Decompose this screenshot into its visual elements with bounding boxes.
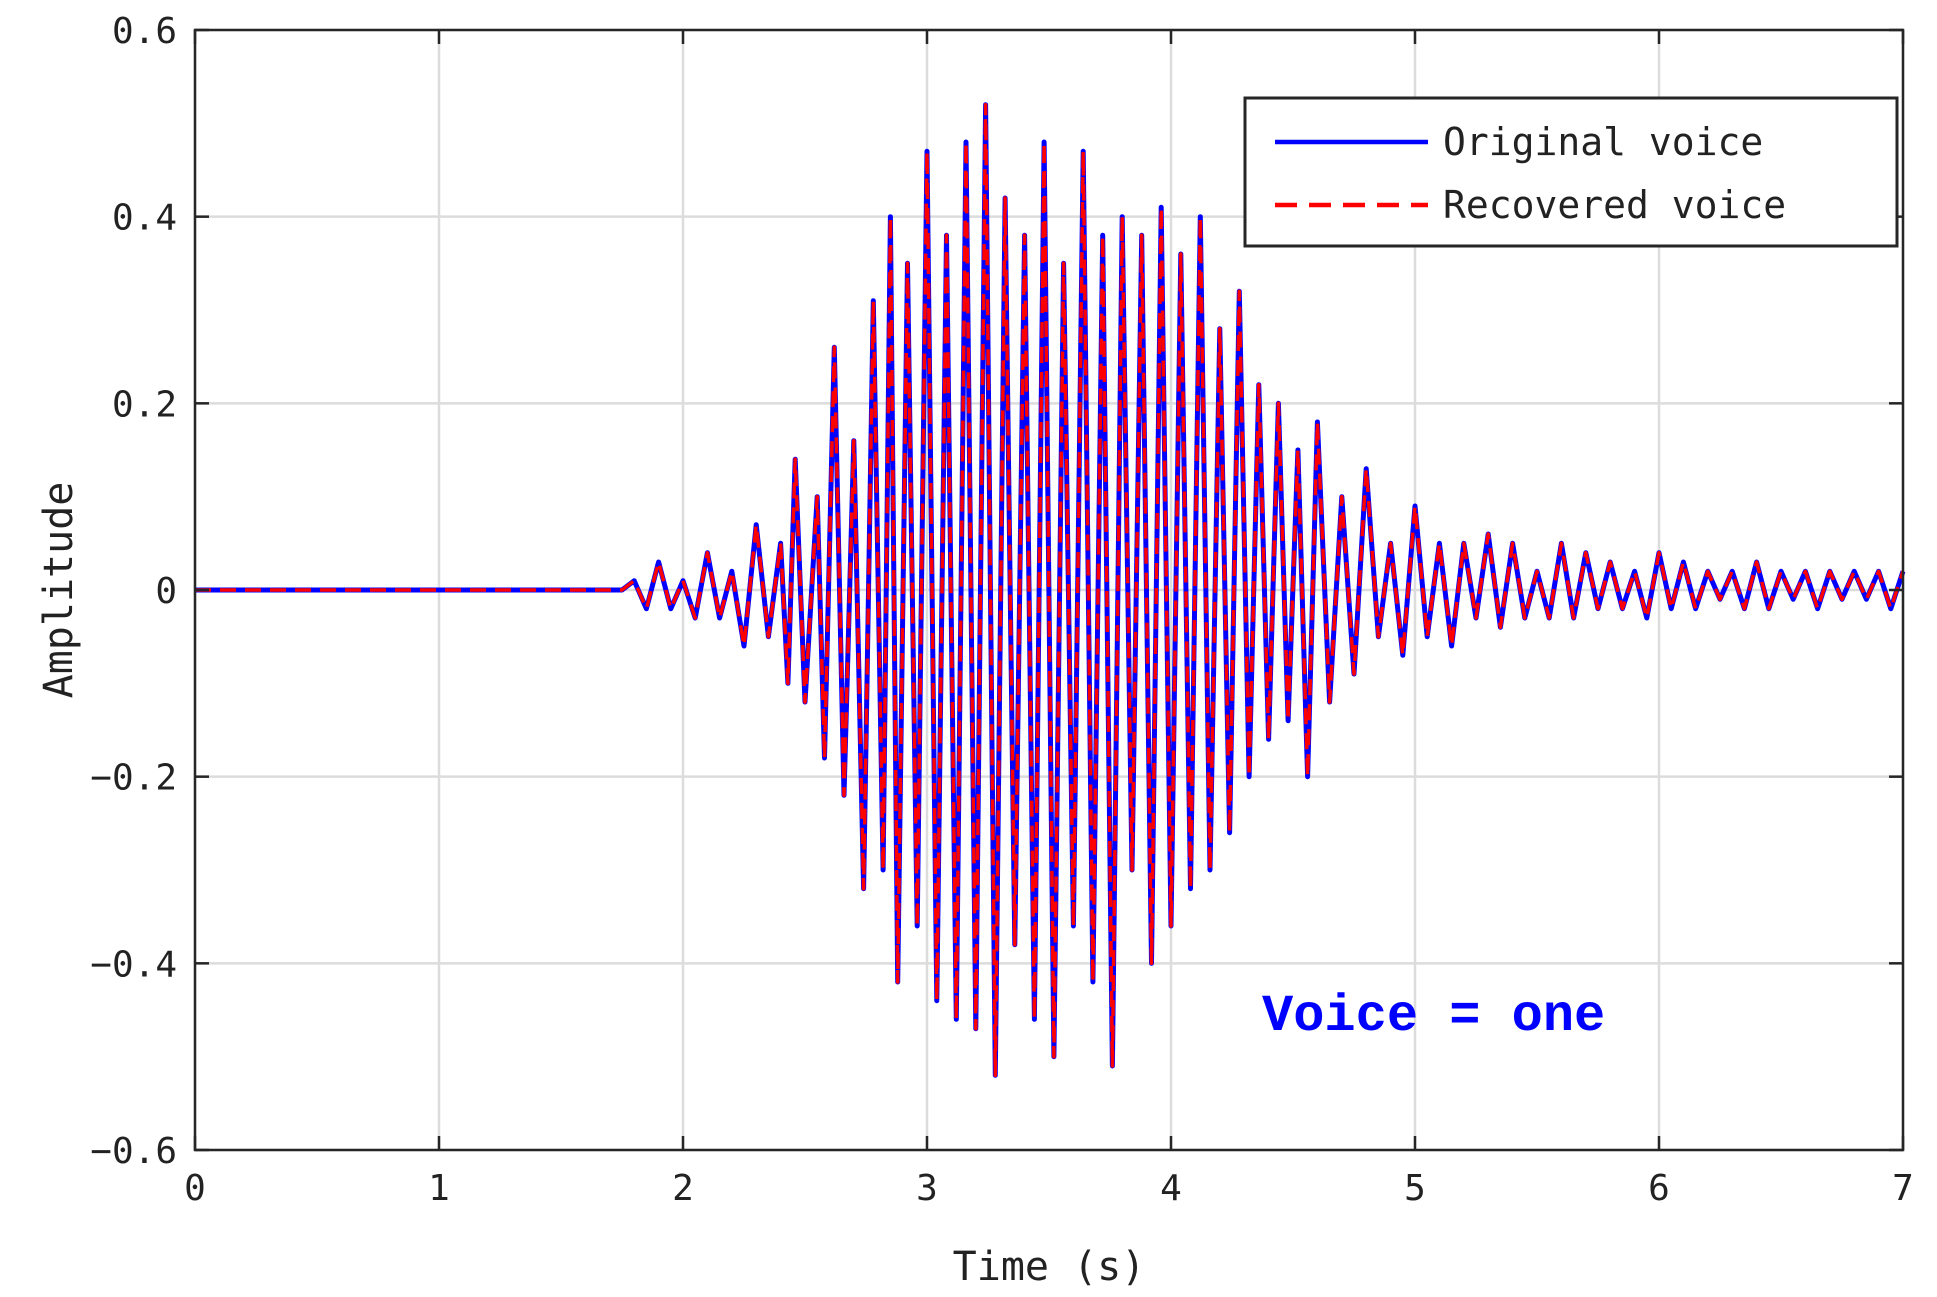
- ticks: [193, 28, 1905, 1152]
- legend: Original voice Recovered voice: [1243, 96, 1899, 248]
- y-tick-label: 0.2: [112, 384, 177, 425]
- x-tick-label: 6: [1648, 1168, 1670, 1209]
- y-tick-label: 0.4: [112, 198, 177, 239]
- y-tick-label: 0.6: [112, 11, 177, 52]
- y-axis-title: Amplitude: [36, 482, 82, 699]
- x-tick-label: 1: [428, 1168, 450, 1209]
- tick-labels: 0 1 2 3 4 5 6 7 −0.6 −0.4 −0.2 0 0.2 0.4 0.6: [90, 11, 1914, 1209]
- legend-label-recovered: Recovered voice: [1443, 183, 1786, 227]
- legend-label-original: Original voice: [1443, 120, 1763, 164]
- x-tick-label: 2: [672, 1168, 694, 1209]
- x-axis-title: Time (s): [953, 1244, 1146, 1290]
- series-layer: [195, 102, 1906, 1078]
- voice-annotation: Voice = one: [1262, 987, 1605, 1046]
- x-tick-label: 0: [184, 1168, 206, 1209]
- x-tick-label: 7: [1892, 1168, 1914, 1209]
- x-tick-label: 3: [916, 1168, 938, 1209]
- y-tick-label: −0.2: [90, 758, 177, 799]
- y-tick-label: −0.6: [90, 1131, 177, 1172]
- legend-box: [1243, 96, 1899, 248]
- x-tick-label: 5: [1404, 1168, 1426, 1209]
- y-tick-label: 0: [155, 571, 177, 612]
- y-tick-label: −0.4: [90, 944, 177, 985]
- x-tick-label: 4: [1160, 1168, 1182, 1209]
- series-line-recovered-voice: [195, 102, 1905, 1078]
